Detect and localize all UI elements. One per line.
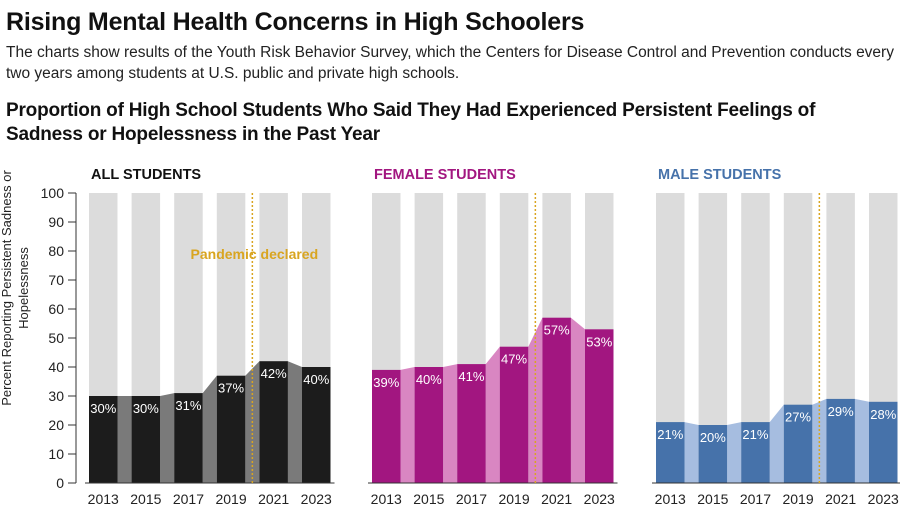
- data-bar: [131, 396, 161, 483]
- connector-band: [528, 317, 543, 483]
- connector-band: [727, 422, 742, 483]
- data-label: 30%: [133, 401, 159, 416]
- y-tick-label: 70: [48, 272, 64, 288]
- x-tick-label: 2019: [498, 491, 529, 507]
- x-tick-label: 2017: [456, 491, 487, 507]
- connector-band: [684, 422, 699, 483]
- x-tick-label: 2019: [215, 491, 246, 507]
- data-bar: [826, 398, 855, 483]
- x-tick-label: 2013: [371, 491, 402, 507]
- data-label: 40%: [416, 372, 442, 387]
- x-tick-label: 2017: [740, 491, 771, 507]
- x-tick-label: 2019: [782, 491, 813, 507]
- y-tick-label: 30: [48, 388, 64, 404]
- y-tick-label: 10: [48, 446, 64, 462]
- data-bar: [372, 369, 401, 483]
- data-bar: [457, 364, 486, 483]
- data-bar: [783, 404, 813, 483]
- x-tick-label: 2015: [130, 491, 161, 507]
- data-bar: [259, 361, 288, 483]
- chart-title: Proportion of High School Students Who S…: [6, 100, 816, 145]
- data-bar: [869, 401, 898, 483]
- data-label: 47%: [501, 352, 527, 367]
- page-title: Rising Mental Health Concerns in High Sc…: [6, 8, 585, 36]
- connector-band: [443, 364, 458, 483]
- connector-band: [400, 367, 415, 483]
- data-label: 42%: [261, 366, 287, 381]
- connector-band: [812, 398, 827, 483]
- data-bar: [499, 346, 529, 483]
- y-tick-label: 60: [48, 301, 64, 317]
- data-bar: [414, 367, 444, 483]
- panel-title: FEMALE STUDENTS: [374, 167, 516, 183]
- connector-band: [854, 398, 869, 483]
- data-label: 28%: [870, 407, 896, 422]
- y-tick-label: 100: [41, 185, 65, 201]
- connector-band: [485, 346, 500, 483]
- y-tick-label: 80: [48, 243, 64, 259]
- x-tick-label: 2023: [584, 491, 615, 507]
- data-label: 21%: [657, 427, 683, 442]
- connector-band: [287, 361, 302, 483]
- y-tick-label: 20: [48, 417, 64, 433]
- x-tick-label: 2015: [697, 491, 728, 507]
- data-label: 30%: [90, 401, 116, 416]
- data-label: 40%: [303, 372, 329, 387]
- data-label: 29%: [828, 404, 854, 419]
- connector-band: [570, 317, 585, 483]
- data-label: 31%: [175, 398, 201, 413]
- page-subtitle: The charts show results of the Youth Ris…: [6, 44, 894, 82]
- data-label: 57%: [544, 323, 570, 338]
- data-bar: [89, 396, 118, 483]
- data-bar: [656, 422, 685, 483]
- connector-band: [202, 375, 217, 483]
- x-tick-label: 2021: [825, 491, 856, 507]
- y-tick-label: 0: [56, 475, 64, 491]
- data-bar: [174, 393, 203, 483]
- y-tick-label: 50: [48, 330, 64, 346]
- data-bar: [741, 422, 770, 483]
- x-tick-label: 2021: [258, 491, 289, 507]
- x-tick-label: 2023: [868, 491, 899, 507]
- connector-band: [769, 404, 784, 483]
- data-label: 37%: [218, 381, 244, 396]
- data-label: 39%: [373, 375, 399, 390]
- connector-band: [160, 393, 175, 483]
- x-tick-label: 2013: [655, 491, 686, 507]
- pandemic-annotation: Pandemic declared: [191, 246, 319, 262]
- data-label: 27%: [785, 410, 811, 425]
- connector-band: [117, 396, 132, 483]
- x-tick-label: 2017: [173, 491, 204, 507]
- panel-title: MALE STUDENTS: [658, 167, 782, 183]
- data-bar: [302, 367, 331, 483]
- x-tick-label: 2023: [301, 491, 332, 507]
- data-label: 21%: [742, 427, 768, 442]
- data-label: 41%: [458, 369, 484, 384]
- data-bar: [698, 425, 728, 483]
- x-tick-label: 2021: [541, 491, 572, 507]
- panel-title: ALL STUDENTS: [91, 167, 201, 183]
- data-label: 53%: [586, 334, 612, 349]
- data-bar: [585, 329, 614, 483]
- data-bar: [542, 317, 571, 483]
- x-tick-label: 2015: [413, 491, 444, 507]
- x-tick-label: 2013: [88, 491, 119, 507]
- data-label: 20%: [700, 430, 726, 445]
- y-tick-label: 40: [48, 359, 64, 375]
- data-bar: [216, 375, 246, 483]
- y-tick-label: 90: [48, 214, 64, 230]
